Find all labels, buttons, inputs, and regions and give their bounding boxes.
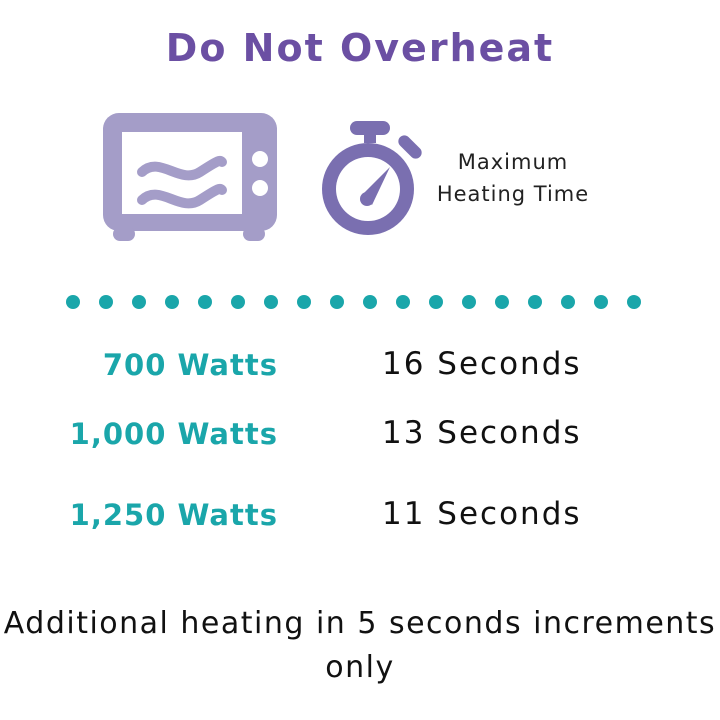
wattage-700: 700 Watts (102, 348, 278, 382)
microwave-icon (103, 113, 277, 241)
time-1000: 13 Seconds (382, 415, 582, 451)
wattage-1250: 1,250 Watts (69, 498, 278, 532)
wattage-1000: 1,000 Watts (69, 417, 278, 451)
stopwatch-icon (322, 121, 422, 235)
time-1250: 11 Seconds (382, 496, 582, 532)
dotted-divider (66, 295, 641, 309)
max-heating-time-label: Maximum Heating Time (436, 150, 590, 206)
footnote: Additional heating in 5 seconds incremen… (3, 606, 717, 685)
time-700: 16 Seconds (382, 346, 582, 382)
page-title: Do Not Overheat (165, 26, 555, 70)
